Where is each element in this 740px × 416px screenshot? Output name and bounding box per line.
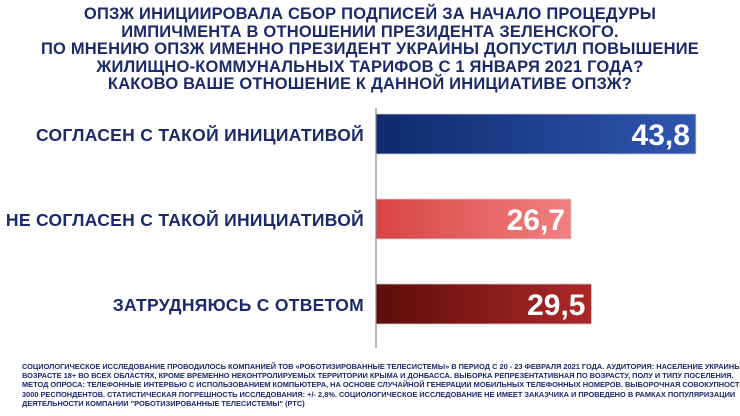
title-line: ЖИЛИЩНО-КОММУНАЛЬНЫХ ТАРИФОВ С 1 ЯНВАРЯ … [96,57,644,76]
title-line: ПО МНЕНИЮ ОПЗЖ ИМЕННО ПРЕЗИДЕНТ УКРАИНЫ … [40,40,700,59]
data-label: 29,5 [527,289,585,322]
data-label: 26,7 [507,204,565,237]
footnote-line: ДЕЯТЕЛЬНОСТИ КОМПАНИИ "РОБОТИЗИРОВАННЫЕ … [22,398,305,408]
footnote-line: ВОЗРАСТЕ 18+ ВО ВСЕХ ОБЛАСТЯХ, КРОМЕ ВРЕ… [22,371,734,381]
data-label: 43,8 [632,119,690,152]
bar [375,113,697,155]
title-line: КАКОВО ВАШЕ ОТНОШЕНИЕ К ДАННОЙ ИНИЦИАТИВ… [107,75,633,94]
title-line: ИМПИЧМЕНТА В ОТНОШЕНИИ ПРЕЗИДЕНТА ЗЕЛЕНС… [121,22,619,41]
category-label: СОГЛАСЕН С ТАКОЙ ИНИЦИАТИВОЙ [36,124,364,145]
footnote-line: 3000 РЕСПОНДЕНТОВ. СТАТИСТИЧЕСКАЯ ПОГРЕШ… [22,389,736,399]
title-line: ОПЗЖ ИНИЦИИРОВАЛА СБОР ПОДПИСЕЙ ЗА НАЧАЛ… [83,5,657,23]
footnote-line: МЕТОД ОПРОСА: ТЕЛЕФОННЫЕ ИНТЕРВЬЮ С ИСПО… [22,380,740,390]
methodology-footnote: СОЦИОЛОГИЧЕСКОЕ ИССЛЕДОВАНИЕ ПРОВОДИЛОСЬ… [22,362,740,408]
footnote-line: СОЦИОЛОГИЧЕСКОЕ ИССЛЕДОВАНИЕ ПРОВОДИЛОСЬ… [22,362,740,371]
category-label: НЕ СОГЛАСЕН С ТАКОЙ ИНИЦИАТИВОЙ [6,209,364,230]
category-label: ЗАТРУДНЯЮСЬ С ОТВЕТОМ [113,295,364,315]
chart-title: ОПЗЖ ИНИЦИИРОВАЛА СБОР ПОДПИСЕЙ ЗА НАЧАЛ… [20,5,720,94]
bar [375,198,572,240]
